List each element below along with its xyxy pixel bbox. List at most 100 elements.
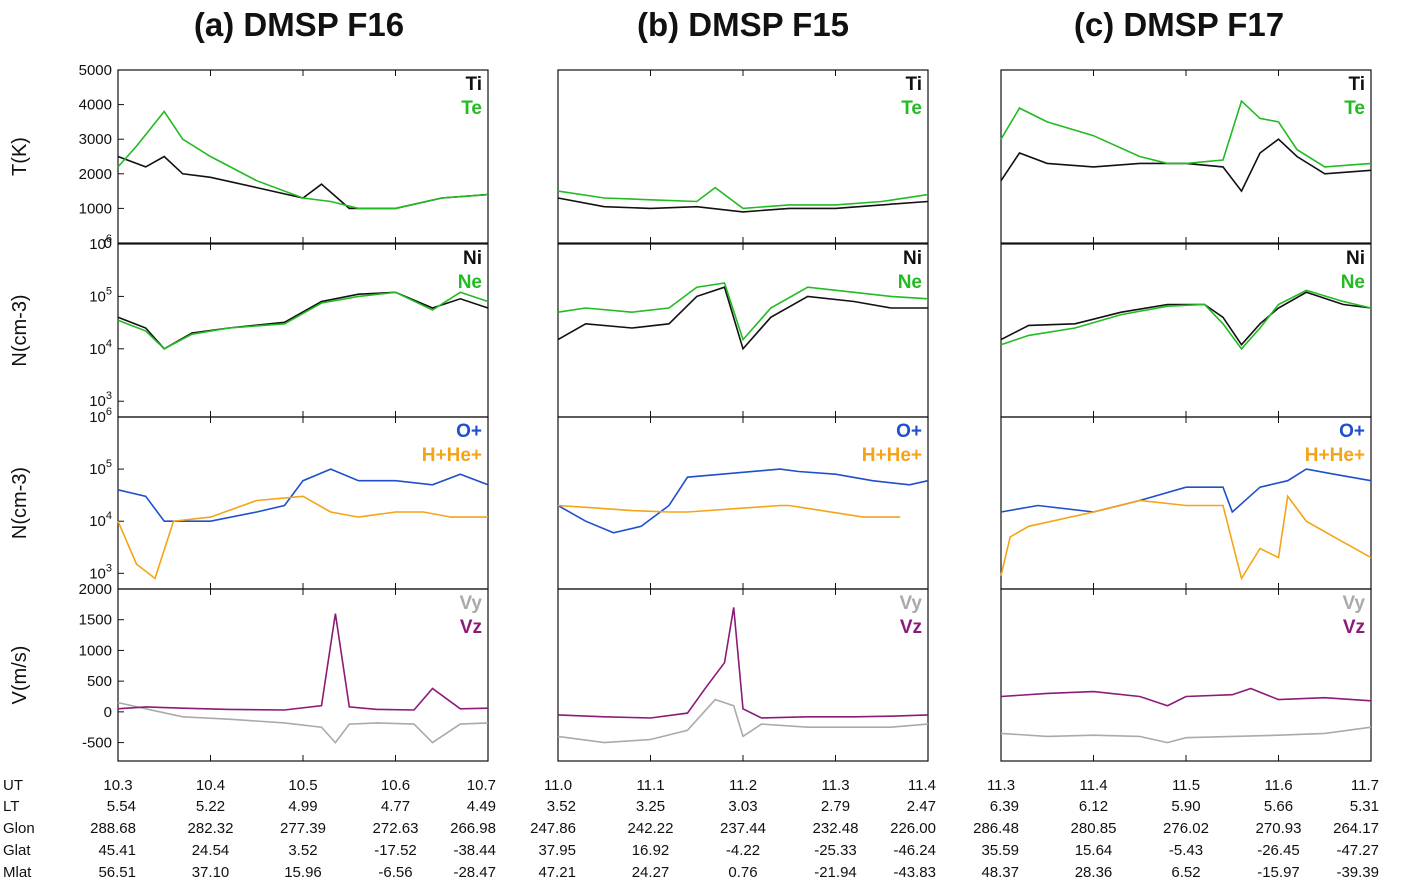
footer-value: 286.48 [973, 820, 1019, 837]
footer-value: 48.37 [981, 864, 1019, 881]
legend-entry: H+He+ [1305, 445, 1365, 466]
panel-frame-1-2 [557, 416, 929, 590]
y-tick-label: 500 [87, 673, 112, 690]
footer-value: 10.7 [467, 777, 496, 794]
footer-value: 5.66 [1264, 798, 1293, 815]
footer-value: -25.33 [814, 842, 857, 859]
footer-value: -39.39 [1336, 864, 1379, 881]
footer-value: 45.41 [98, 842, 136, 859]
footer-value: 10.5 [288, 777, 317, 794]
legend-entry: Vy [459, 593, 482, 614]
series-line-o [117, 468, 489, 523]
series-line-hhe [557, 504, 901, 518]
series-line-te [1000, 99, 1372, 168]
footer-value: 5.31 [1350, 798, 1379, 815]
column-title-c: (c) DMSP F17 [1073, 6, 1285, 43]
series-line-vz [117, 613, 489, 711]
legend-entry: Ne [898, 272, 922, 293]
footer-value: 288.68 [90, 820, 136, 837]
footer-value: 28.36 [1075, 864, 1113, 881]
column-title-a: (a) DMSP F16 [193, 6, 405, 43]
y-tick-label: 104 [89, 510, 112, 530]
footer-value: 5.22 [196, 798, 225, 815]
footer-value: -17.52 [374, 842, 417, 859]
footer-value: 47.21 [538, 864, 576, 881]
y-axis-label: N(cm-3) [9, 467, 31, 539]
legend-entry: Ne [458, 272, 482, 293]
footer-value: -46.24 [893, 842, 936, 859]
y-tick-label: 105 [89, 285, 112, 305]
footer-value: 24.54 [192, 842, 230, 859]
series-line-te [117, 110, 489, 210]
series-line-hhe [1000, 494, 1372, 581]
panel-frame-0-0 [117, 69, 489, 244]
footer-value: 5.54 [107, 798, 136, 815]
panel-frame-2-3 [1000, 588, 1372, 762]
legend-entry: Ni [903, 248, 922, 269]
footer-value: 24.27 [632, 864, 670, 881]
footer-value: 3.25 [636, 798, 665, 815]
footer-value: -43.83 [893, 864, 936, 881]
footer-value: 11.0 [544, 777, 572, 794]
y-tick-label: 2000 [79, 166, 112, 183]
footer-value: 4.99 [288, 798, 317, 815]
footer-value: 0.76 [728, 864, 757, 881]
y-tick-label: 1000 [79, 642, 112, 659]
footer-value: 11.3 [987, 777, 1015, 794]
footer-value: 6.39 [990, 798, 1019, 815]
footer-value: 3.03 [728, 798, 757, 815]
footer-value: 277.39 [280, 820, 326, 837]
footer-value: 232.48 [813, 820, 859, 837]
footer-value: -4.22 [726, 842, 760, 859]
footer-value: 237.44 [720, 820, 766, 837]
panel-frame-1-1 [557, 243, 929, 418]
legend-entry: Ni [463, 248, 482, 269]
footer-row-label: LT [3, 798, 19, 815]
footer-value: 16.92 [632, 842, 670, 859]
series-line-ne [117, 291, 489, 350]
series-line-ti [557, 197, 929, 213]
y-tick-label: 0 [104, 235, 112, 252]
footer-value: 272.63 [373, 820, 419, 837]
y-tick-label: -500 [82, 735, 112, 752]
footer-value: 11.7 [1351, 777, 1379, 794]
panel-frame-1-0 [557, 69, 929, 244]
footer-row-label: Glon [3, 820, 35, 837]
footer-value: -28.47 [453, 864, 496, 881]
footer-value: 11.4 [908, 777, 936, 794]
series-line-ni [1000, 291, 1372, 347]
legend-entry: Te [1344, 98, 1365, 119]
footer-value: 266.98 [450, 820, 496, 837]
y-axis-label: T(K) [9, 137, 31, 176]
series-line-hhe [117, 495, 488, 580]
legend-entry: Vy [1342, 593, 1365, 614]
legend-entry: O+ [1339, 421, 1365, 442]
footer-value: -47.27 [1336, 842, 1379, 859]
footer-value: 2.79 [821, 798, 850, 815]
footer-value: 5.90 [1171, 798, 1200, 815]
series-line-ne [1000, 289, 1372, 351]
y-tick-label: 1000 [79, 200, 112, 217]
legend-entry: Ni [1346, 248, 1365, 269]
footer-value: 37.10 [192, 864, 230, 881]
column-title-b: (b) DMSP F15 [636, 6, 850, 43]
y-tick-label: 3000 [79, 131, 112, 148]
footer-value: -5.43 [1169, 842, 1203, 859]
footer-value: 11.3 [821, 777, 849, 794]
legend-entry: Ti [465, 74, 482, 95]
y-tick-label: 0 [104, 704, 112, 721]
y-tick-label: 105 [89, 458, 112, 478]
series-line-vy [1000, 726, 1372, 744]
y-tick-label: 106 [89, 406, 112, 426]
panel-frame-2-0 [1000, 69, 1372, 244]
footer-value: 270.93 [1256, 820, 1302, 837]
footer-value: 4.49 [467, 798, 496, 815]
y-axis-label: N(cm-3) [9, 294, 31, 366]
panel-frame-2-2 [1000, 416, 1372, 590]
footer-value: 4.77 [381, 798, 410, 815]
series-line-o [557, 468, 929, 534]
footer-value: -38.44 [453, 842, 496, 859]
series-line-te [557, 186, 929, 210]
legend-entry: Vz [900, 617, 922, 638]
